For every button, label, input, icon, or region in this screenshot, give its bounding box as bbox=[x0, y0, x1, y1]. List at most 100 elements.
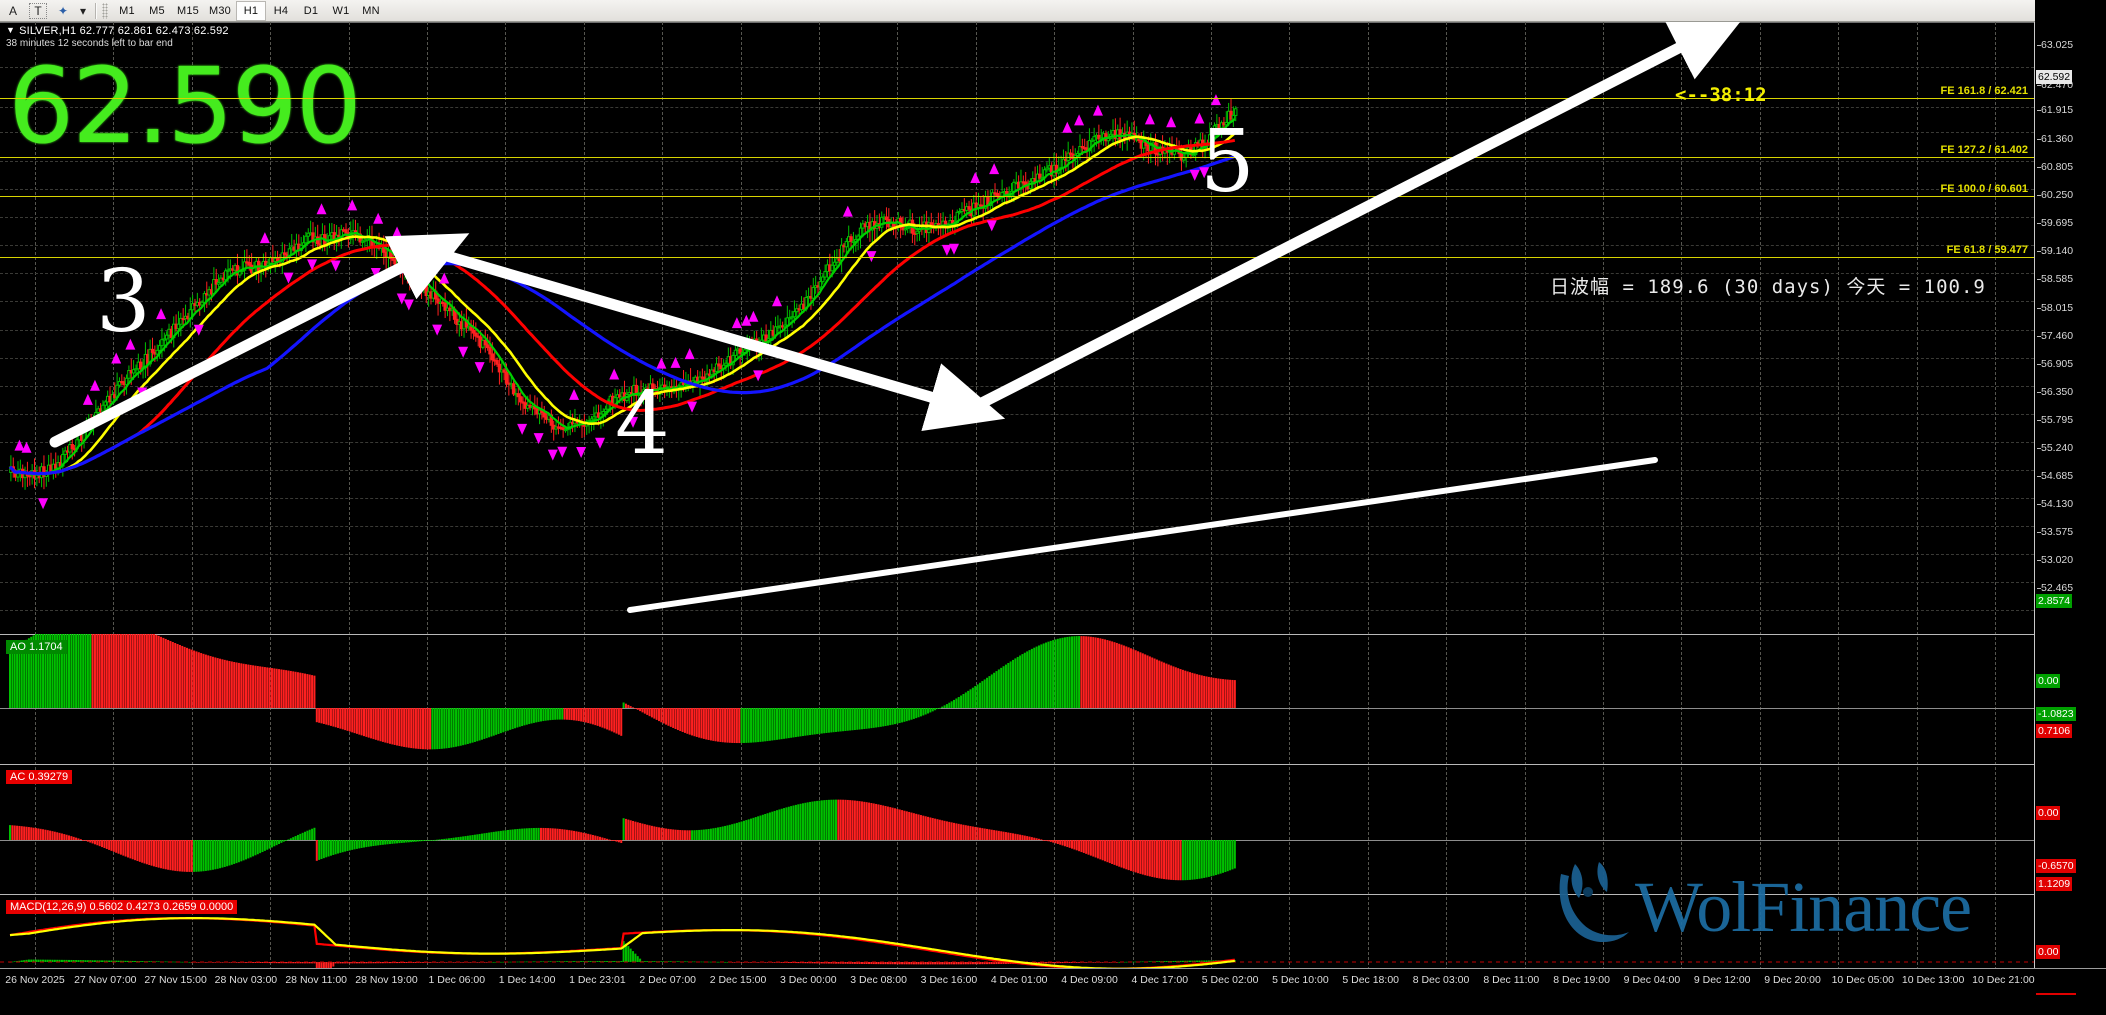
vertical-gridline bbox=[897, 22, 899, 990]
indicator-label-ac[interactable]: AC 0.39279 bbox=[6, 770, 73, 784]
horizontal-gridline bbox=[0, 554, 2034, 555]
price-tick: 52.465 bbox=[2036, 582, 2074, 594]
vertical-gridline bbox=[348, 22, 350, 990]
wolfinance-wordmark: WolFinance bbox=[1635, 867, 1972, 947]
time-tick: 10 Dec 21:00 bbox=[1972, 974, 2035, 986]
chart-collapse-icon[interactable]: ▼ bbox=[6, 25, 16, 35]
toolbar: A T ✦ ▾ M1 M5 M15 M30 H1 H4 D1 W1 MN bbox=[0, 0, 2106, 22]
wave-label-5: 5 bbox=[1200, 112, 1255, 212]
ao-zero-line bbox=[0, 708, 2034, 709]
vertical-gridline bbox=[662, 22, 664, 990]
vertical-gridline bbox=[1916, 22, 1918, 990]
time-tick: 4 Dec 01:00 bbox=[990, 974, 1048, 986]
time-tick: 5 Dec 02:00 bbox=[1201, 974, 1259, 986]
toolbar-grip[interactable] bbox=[102, 2, 108, 19]
indicator-label-ao[interactable]: AO 1.1704 bbox=[6, 640, 67, 654]
price-badge: -0.6570 bbox=[2036, 859, 2076, 873]
time-tick: 3 Dec 16:00 bbox=[920, 974, 978, 986]
fib-level-label: FE 61.8 / 59.477 bbox=[1946, 244, 2028, 256]
time-tick: 28 Nov 03:00 bbox=[214, 974, 278, 986]
horizontal-gridline bbox=[0, 189, 2034, 190]
timeframe-h1[interactable]: H1 bbox=[236, 0, 266, 21]
vertical-gridline bbox=[1367, 22, 1369, 990]
timeframe-m1[interactable]: M1 bbox=[119, 4, 135, 17]
time-tick: 3 Dec 00:00 bbox=[779, 974, 837, 986]
horizontal-gridline bbox=[0, 526, 2034, 527]
horizontal-gridline bbox=[0, 301, 2034, 302]
vertical-gridline bbox=[1603, 22, 1604, 990]
countdown-annotation: <--38:12 bbox=[1675, 84, 1767, 106]
timeframe-m30[interactable]: M30 bbox=[209, 4, 231, 17]
horizontal-gridline bbox=[0, 386, 2034, 387]
timeframe-h4[interactable]: H4 bbox=[273, 4, 289, 17]
objects-icon[interactable]: ✦ bbox=[57, 3, 69, 18]
vertical-gridline bbox=[1524, 22, 1526, 990]
price-badge: 2.8574 bbox=[2036, 594, 2073, 608]
timeframe-m5[interactable]: M5 bbox=[149, 4, 165, 17]
dropdown-arrow-icon[interactable]: ▾ bbox=[79, 3, 87, 18]
fib-level-line[interactable] bbox=[0, 157, 2034, 158]
vertical-gridline bbox=[1054, 22, 1056, 990]
price-badge: 62.592 bbox=[2036, 70, 2073, 84]
fib-level-label: FE 161.8 / 62.421 bbox=[1940, 85, 2028, 97]
price-badge: 0.7106 bbox=[2036, 724, 2073, 738]
text-label-icon[interactable]: T bbox=[29, 2, 47, 19]
chart-top-border bbox=[0, 22, 2034, 23]
price-tick: 59.695 bbox=[2036, 217, 2074, 229]
price-tick: 63.025 bbox=[2036, 39, 2074, 51]
wave-label-4: 4 bbox=[615, 374, 670, 474]
fib-level-line[interactable] bbox=[0, 257, 2034, 258]
time-tick: 26 Nov 2025 bbox=[5, 974, 65, 986]
time-scale[interactable]: 26 Nov 2025 27 Nov 07:00 27 Nov 15:00 28 No… bbox=[0, 968, 2106, 993]
price-tick: 58.015 bbox=[2036, 302, 2074, 314]
timeframe-m15[interactable]: M15 bbox=[177, 4, 199, 17]
horizontal-gridline bbox=[0, 498, 2034, 499]
indicator-label-macd[interactable]: MACD(12,26,9) 0.5602 0.4273 0.2659 0.000… bbox=[6, 900, 238, 914]
wolfinance-watermark: WolFinance bbox=[1555, 860, 2100, 955]
time-tick: 27 Nov 07:00 bbox=[74, 974, 137, 986]
price-badge: 0.00 bbox=[2036, 945, 2061, 959]
price-tick: 60.805 bbox=[2036, 161, 2074, 173]
price-tick: 61.360 bbox=[2036, 133, 2074, 145]
timeframe-d1[interactable]: D1 bbox=[303, 4, 319, 17]
horizontal-gridline bbox=[0, 470, 2034, 471]
wolf-head-icon bbox=[1559, 862, 1629, 943]
time-tick: 10 Dec 13:00 bbox=[1901, 974, 1965, 986]
fib-level-line[interactable] bbox=[0, 196, 2034, 197]
vertical-gridline bbox=[113, 22, 115, 990]
price-tick: 54.130 bbox=[2036, 498, 2074, 510]
time-tick: 8 Dec 11:00 bbox=[1483, 974, 1540, 986]
price-scale[interactable]: 63.025 62.470 61.915 61.360 60.805 60.250 59.6… bbox=[2035, 0, 2106, 995]
time-tick: 9 Dec 12:00 bbox=[1693, 974, 1751, 986]
time-tick: 1 Dec 14:00 bbox=[498, 974, 556, 986]
symbol-header: ▼ SILVER,H1 62.777 62.861 62.473 62.592 bbox=[6, 25, 229, 37]
time-tick: 1 Dec 23:01 bbox=[569, 974, 626, 986]
vertical-gridline bbox=[1681, 22, 1683, 990]
timeframe-mn[interactable]: MN bbox=[362, 4, 380, 17]
chart-canvas[interactable]: ▼ SILVER,H1 62.777 62.861 62.473 62.592 3… bbox=[0, 22, 2106, 1015]
price-tick: 53.020 bbox=[2036, 554, 2074, 566]
wave-label-3: 3 bbox=[96, 252, 151, 352]
symbol-ohlc-text: SILVER,H1 62.777 62.861 62.473 62.592 bbox=[19, 25, 229, 37]
text-tool-icon[interactable]: A bbox=[8, 3, 17, 18]
horizontal-gridline bbox=[0, 582, 2034, 583]
vertical-gridline bbox=[1995, 22, 1996, 990]
vertical-gridline bbox=[427, 22, 428, 990]
horizontal-gridline bbox=[0, 442, 2034, 443]
vertical-gridline bbox=[583, 22, 585, 990]
price-badge: 0.00 bbox=[2036, 674, 2061, 688]
time-tick: 9 Dec 20:00 bbox=[1764, 974, 1821, 986]
timeframe-w1[interactable]: W1 bbox=[332, 4, 350, 17]
time-tick: 10 Dec 05:00 bbox=[1831, 974, 1895, 986]
price-tick: 56.905 bbox=[2036, 358, 2074, 370]
price-badge: 0.00 bbox=[2036, 806, 2061, 820]
price-tick: 55.240 bbox=[2036, 442, 2074, 454]
vertical-gridline bbox=[1838, 22, 1840, 990]
vertical-gridline bbox=[1759, 22, 1761, 990]
time-tick: 5 Dec 18:00 bbox=[1342, 974, 1399, 986]
subwindow-separator-macd bbox=[0, 894, 2034, 895]
vertical-gridline bbox=[505, 22, 507, 990]
time-tick: 8 Dec 03:00 bbox=[1412, 974, 1470, 986]
price-tick: 53.575 bbox=[2036, 526, 2074, 538]
